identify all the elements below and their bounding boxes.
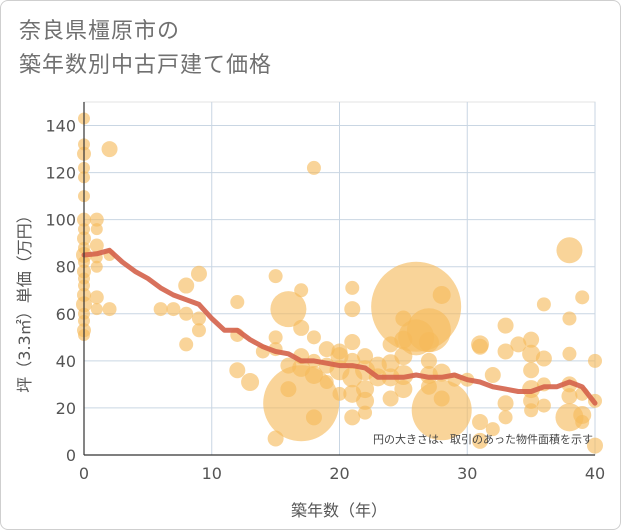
bubble-point	[536, 297, 551, 312]
bubble-point	[587, 437, 603, 454]
bubble-point	[304, 365, 323, 384]
bubble-point	[356, 391, 375, 410]
bubble-point	[191, 323, 206, 338]
x-tick-label: 40	[585, 464, 605, 483]
bubble-point	[241, 373, 260, 392]
bubble-point	[418, 332, 439, 353]
trend-series	[81, 247, 598, 406]
bubble-point	[556, 237, 583, 264]
bubble-series	[76, 112, 603, 454]
trend-line	[81, 247, 598, 406]
bubble-point	[510, 336, 527, 353]
y-tick-label: 60	[56, 305, 76, 324]
x-tick-label: 0	[79, 464, 89, 483]
bubble-point	[230, 295, 245, 310]
y-tick-label: 140	[45, 117, 76, 136]
bubble-point	[90, 260, 103, 273]
y-tick-label: 120	[45, 164, 76, 183]
bubble-point	[575, 290, 590, 305]
x-tick-label: 30	[457, 464, 477, 483]
bubble-point	[179, 306, 194, 321]
bubble-point	[485, 422, 500, 437]
bubble-point	[294, 283, 309, 298]
bubble-point	[89, 290, 104, 305]
y-tick-label: 0	[66, 446, 76, 465]
bubble-point	[497, 395, 514, 412]
bubble-point	[345, 280, 360, 295]
bubble-point	[330, 347, 349, 366]
bubble-point	[179, 337, 194, 352]
bubble-point	[562, 346, 577, 361]
bubble-point	[484, 366, 501, 383]
bubble-point	[89, 238, 104, 253]
bubble-point	[293, 319, 310, 336]
bubble-point	[406, 308, 451, 353]
bubble-point	[191, 311, 206, 326]
bubble-point	[153, 302, 168, 317]
bubble-point	[497, 317, 514, 334]
y-tick-label: 40	[56, 352, 76, 371]
bubble-point	[562, 311, 577, 326]
bubble-point	[420, 352, 437, 369]
bubble-point	[561, 388, 578, 405]
bubble-point	[498, 410, 513, 425]
bubble-point	[101, 141, 118, 158]
chart-title: 奈良県橿原市の 築年数別中古戸建て価格	[19, 15, 272, 83]
bubble-point	[358, 405, 373, 420]
bubble-point	[523, 362, 540, 379]
bubble-point	[229, 362, 246, 379]
x-tick-label: 20	[329, 464, 349, 483]
bubble-point	[318, 341, 335, 358]
bubble-point	[535, 350, 552, 367]
bubble-point	[270, 291, 307, 328]
bubble-point	[394, 380, 413, 399]
bubble-point	[268, 269, 283, 284]
size-note: 円の大きさは、取引のあった物件面積を示す	[373, 432, 593, 446]
bubble-point	[432, 285, 451, 304]
bubble-point	[305, 409, 322, 426]
bubble-point	[411, 380, 472, 441]
bubble-point	[166, 302, 181, 317]
y-tick-label: 100	[45, 211, 76, 230]
bubble-point	[522, 344, 541, 363]
bubble-point	[178, 277, 195, 294]
bubble-point	[382, 390, 399, 407]
bubble-point	[90, 303, 103, 316]
bubble-point	[472, 432, 489, 449]
y-tick-label: 20	[56, 399, 76, 418]
bubble-point	[472, 338, 489, 355]
bubble-point	[344, 334, 361, 351]
bubble-point	[306, 160, 321, 175]
bubble-point	[190, 265, 207, 282]
bubble-point	[268, 330, 283, 345]
chart-title-line-1: 奈良県橿原市の	[19, 19, 181, 44]
x-axis-label: 築年数（年）	[291, 501, 387, 520]
y-tick-label: 80	[56, 258, 76, 277]
bubble-point	[102, 302, 117, 317]
bubble-point	[90, 223, 103, 236]
bubble-point	[344, 301, 361, 318]
bubble-point	[319, 375, 334, 390]
bubble-point	[332, 386, 347, 401]
bubble-point	[357, 348, 374, 365]
y-axis-label: 坪（3.3㎡）単価（万円）	[15, 207, 34, 392]
x-tick-label: 10	[202, 464, 222, 483]
bubble-point	[267, 430, 284, 447]
bubble-point	[472, 414, 489, 431]
bubble-point	[89, 212, 104, 227]
bubble-point	[524, 403, 539, 418]
bubble-point	[523, 331, 540, 348]
bubble-point	[306, 330, 321, 345]
bubble-point	[588, 353, 602, 368]
axes: 0 10 20 30 40 0 20 40 60 80 100 120 140	[45, 102, 605, 483]
chart-title-line-2: 築年数別中古戸建て価格	[19, 53, 273, 78]
bubble-point	[497, 343, 514, 360]
bubble-point	[344, 409, 361, 426]
bubble-point	[575, 415, 590, 430]
bubble-point	[536, 398, 551, 413]
